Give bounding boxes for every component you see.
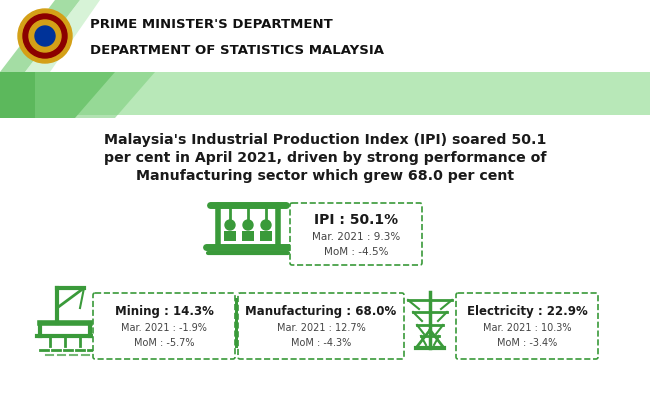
FancyBboxPatch shape	[93, 293, 235, 359]
FancyBboxPatch shape	[224, 231, 236, 241]
FancyBboxPatch shape	[260, 231, 272, 241]
FancyBboxPatch shape	[239, 322, 247, 329]
Text: MoM : -4.5%: MoM : -4.5%	[324, 247, 388, 257]
FancyBboxPatch shape	[226, 322, 234, 329]
FancyBboxPatch shape	[213, 322, 221, 329]
Text: Mining : 14.3%: Mining : 14.3%	[114, 304, 213, 318]
Text: Manufacturing : 68.0%: Manufacturing : 68.0%	[246, 304, 396, 318]
Polygon shape	[25, 0, 100, 72]
Text: per cent in April 2021, driven by strong performance of: per cent in April 2021, driven by strong…	[104, 151, 546, 165]
Circle shape	[23, 14, 67, 58]
Polygon shape	[0, 72, 115, 118]
Text: MoM : -4.3%: MoM : -4.3%	[291, 338, 351, 348]
Text: MoM : -5.7%: MoM : -5.7%	[134, 338, 194, 348]
FancyBboxPatch shape	[216, 298, 224, 316]
FancyBboxPatch shape	[200, 322, 208, 329]
FancyBboxPatch shape	[290, 203, 422, 265]
Text: Mar. 2021 : 9.3%: Mar. 2021 : 9.3%	[312, 232, 400, 242]
Text: MoM : -3.4%: MoM : -3.4%	[497, 338, 557, 348]
Text: Malaysia's Industrial Production Index (IPI) soared 50.1: Malaysia's Industrial Production Index (…	[104, 133, 546, 147]
Text: DEPARTMENT OF STATISTICS MALAYSIA: DEPARTMENT OF STATISTICS MALAYSIA	[90, 43, 384, 57]
FancyBboxPatch shape	[213, 334, 221, 341]
FancyBboxPatch shape	[192, 316, 248, 348]
Text: Electricity : 22.9%: Electricity : 22.9%	[467, 304, 588, 318]
Text: Mar. 2021 : 10.3%: Mar. 2021 : 10.3%	[483, 323, 571, 333]
Circle shape	[29, 20, 61, 52]
Circle shape	[35, 26, 55, 46]
FancyBboxPatch shape	[456, 293, 598, 359]
Polygon shape	[0, 72, 650, 118]
Circle shape	[243, 220, 253, 230]
Text: Mar. 2021 : 12.7%: Mar. 2021 : 12.7%	[277, 323, 365, 333]
Polygon shape	[35, 72, 155, 118]
Text: Manufacturing sector which grew 68.0 per cent: Manufacturing sector which grew 68.0 per…	[136, 169, 514, 183]
FancyBboxPatch shape	[242, 231, 254, 241]
FancyBboxPatch shape	[202, 298, 210, 316]
Text: Mar. 2021 : -1.9%: Mar. 2021 : -1.9%	[121, 323, 207, 333]
Circle shape	[225, 220, 235, 230]
FancyBboxPatch shape	[239, 334, 247, 341]
Circle shape	[261, 220, 271, 230]
Circle shape	[18, 9, 72, 63]
FancyBboxPatch shape	[230, 298, 238, 316]
FancyBboxPatch shape	[0, 0, 650, 72]
FancyBboxPatch shape	[226, 334, 234, 341]
Text: PRIME MINISTER'S DEPARTMENT: PRIME MINISTER'S DEPARTMENT	[90, 18, 333, 32]
Text: IPI : 50.1%: IPI : 50.1%	[314, 213, 398, 227]
FancyBboxPatch shape	[200, 334, 208, 341]
FancyBboxPatch shape	[0, 115, 650, 399]
FancyBboxPatch shape	[238, 293, 404, 359]
Polygon shape	[0, 0, 80, 72]
